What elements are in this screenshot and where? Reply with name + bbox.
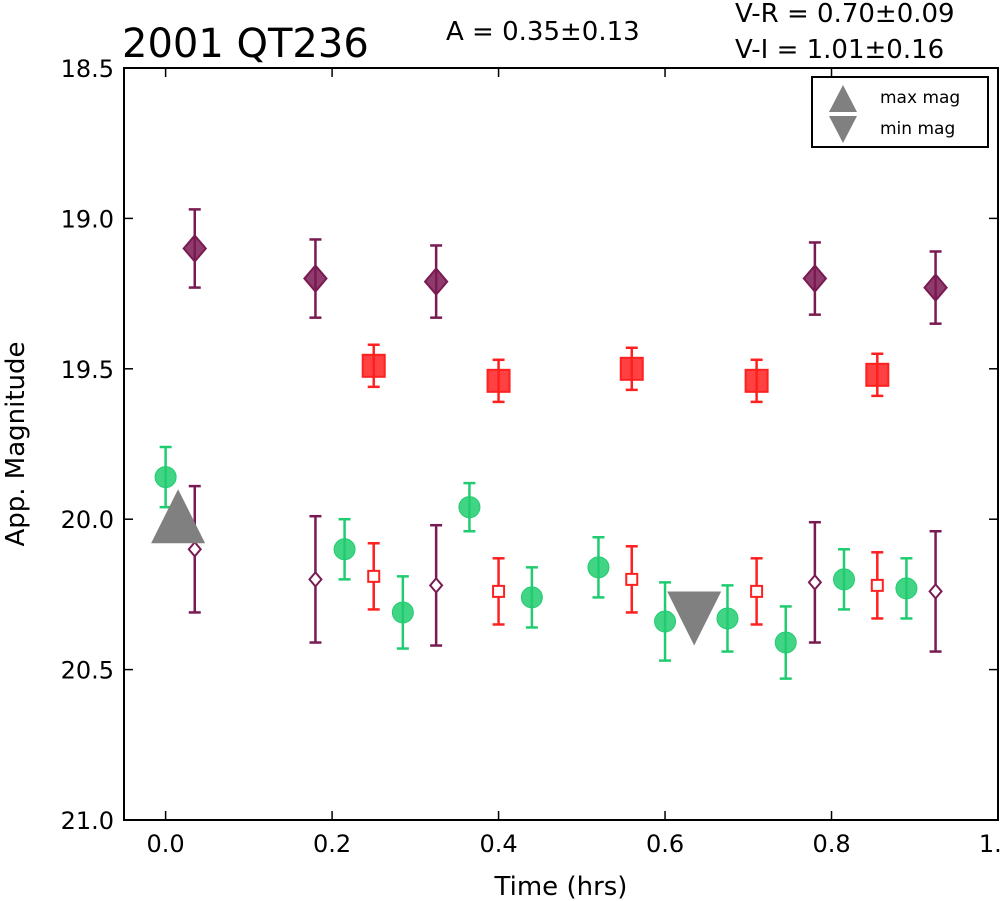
max-mag-marker [151, 489, 206, 544]
diamond-marker [187, 540, 203, 558]
color-index-vi: V-I = 1.01±0.16 [735, 35, 944, 65]
data-point [774, 605, 797, 680]
data-point [865, 352, 890, 398]
x-tick-label: 1.0 [979, 830, 1000, 858]
legend-min-mag-icon [829, 116, 857, 143]
diamond-marker [303, 264, 328, 294]
data-point [870, 551, 884, 620]
data-point [187, 484, 203, 614]
circle-marker [654, 610, 677, 633]
data-point [391, 575, 414, 650]
data-point [744, 358, 769, 404]
data-point [182, 208, 208, 289]
data-point [520, 566, 543, 629]
square-marker [492, 584, 506, 598]
series-R-open [367, 542, 884, 626]
series-I-open [187, 484, 943, 653]
data-point [895, 557, 918, 620]
circle-marker [833, 568, 856, 591]
diamond-marker [308, 570, 323, 588]
data-point [154, 445, 177, 509]
y-axis: 18.5 19.0 19.5 20.0 20.5 21.0 [61, 55, 998, 835]
legend-max-mag-label: max mag [880, 88, 960, 108]
data-point [303, 238, 328, 319]
y-tick-label: 19.5 [61, 356, 114, 384]
x-tick-label: 0.6 [646, 830, 684, 858]
data-point [716, 584, 739, 653]
y-tick-label: 19.0 [61, 205, 114, 233]
data-point [428, 523, 444, 647]
square-marker [486, 368, 511, 393]
series-R-filled [361, 343, 890, 404]
plot-frame [123, 67, 999, 821]
chart-title: 2001 QT236 [122, 21, 369, 67]
data-point [587, 535, 610, 599]
diamond-marker [802, 264, 828, 294]
data-point [458, 481, 481, 533]
square-marker [750, 584, 764, 598]
series-V [154, 445, 918, 680]
legend-min-mag-label: min mag [880, 119, 955, 139]
data-point [308, 514, 323, 644]
amplitude-label: A = 0.35±0.13 [446, 17, 640, 47]
circle-marker [774, 631, 797, 654]
data-point [802, 241, 828, 316]
circle-marker [587, 556, 610, 579]
data-point [423, 244, 449, 319]
data-point [625, 545, 639, 614]
diamond-marker [928, 582, 943, 600]
data-point [492, 557, 506, 626]
circle-marker [154, 466, 177, 489]
x-axis-label: Time (hrs) [494, 872, 628, 901]
data-point [619, 346, 644, 392]
y-axis-label: App. Magnitude [1, 341, 31, 546]
diamond-marker [423, 267, 449, 297]
data-point [928, 529, 943, 653]
square-marker [625, 572, 639, 586]
min-mag-marker [667, 591, 722, 646]
y-tick-label: 18.5 [61, 55, 114, 83]
data-point [833, 548, 856, 611]
square-marker [870, 578, 884, 592]
circle-marker [458, 496, 481, 519]
diamond-marker [182, 233, 208, 264]
circle-marker [520, 586, 543, 609]
circle-marker [391, 601, 414, 624]
data-point [750, 557, 764, 626]
y-tick-label: 21.0 [61, 807, 114, 835]
color-index-vr: V-R = 0.70±0.09 [735, 0, 955, 29]
legend: max mag min mag [811, 76, 989, 148]
y-tick-label: 20.5 [61, 657, 114, 685]
x-tick-label: 0.2 [313, 830, 351, 858]
y-tick-label: 20.0 [61, 506, 114, 534]
square-marker [865, 362, 890, 387]
circle-marker [716, 607, 739, 630]
x-tick-label: 0.8 [812, 830, 850, 858]
diamond-marker [923, 273, 948, 303]
series-I-filled [182, 208, 948, 325]
data-point [923, 250, 948, 325]
square-marker [619, 356, 644, 381]
diamond-marker [807, 573, 823, 591]
square-marker [744, 368, 769, 393]
circle-marker [895, 577, 918, 600]
x-tick-label: 0.0 [147, 830, 185, 858]
data-point [654, 581, 677, 662]
data-point [361, 343, 386, 389]
data-point [486, 358, 511, 404]
data-point [807, 520, 823, 644]
square-marker [361, 353, 386, 378]
circle-marker [333, 538, 356, 561]
x-axis: 0.0 0.2 0.4 0.6 0.8 1.0 [147, 68, 1000, 858]
square-marker [367, 569, 381, 583]
plot-area [151, 208, 948, 680]
data-point [367, 542, 381, 611]
diamond-marker [428, 576, 444, 594]
data-point [333, 517, 356, 581]
x-tick-label: 0.4 [479, 830, 517, 858]
legend-max-mag-icon [829, 85, 857, 112]
